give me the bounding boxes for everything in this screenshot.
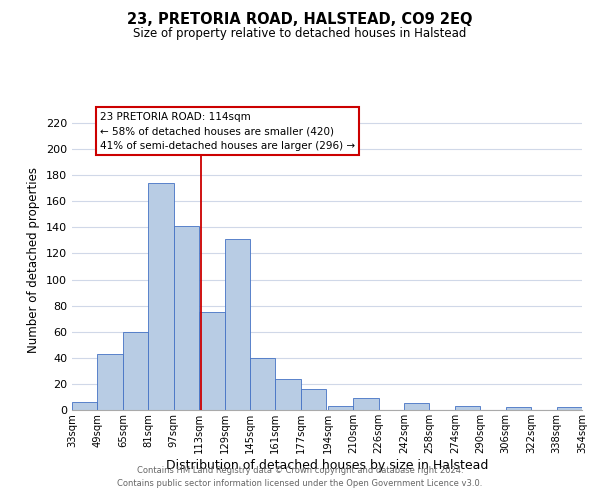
Bar xyxy=(328,406,353,410)
Text: Size of property relative to detached houses in Halstead: Size of property relative to detached ho… xyxy=(133,28,467,40)
Bar xyxy=(97,354,123,410)
Text: 23, PRETORIA ROAD, HALSTEAD, CO9 2EQ: 23, PRETORIA ROAD, HALSTEAD, CO9 2EQ xyxy=(127,12,473,28)
Text: Contains HM Land Registry data © Crown copyright and database right 2024.
Contai: Contains HM Land Registry data © Crown c… xyxy=(118,466,482,487)
Bar xyxy=(353,398,379,410)
Bar xyxy=(72,402,97,410)
Bar xyxy=(404,404,430,410)
Bar xyxy=(148,183,173,410)
X-axis label: Distribution of detached houses by size in Halstead: Distribution of detached houses by size … xyxy=(166,458,488,471)
Bar xyxy=(123,332,148,410)
Bar xyxy=(224,239,250,410)
Bar xyxy=(250,358,275,410)
Bar xyxy=(455,406,481,410)
Bar xyxy=(275,378,301,410)
Y-axis label: Number of detached properties: Number of detached properties xyxy=(28,167,40,353)
Bar xyxy=(173,226,199,410)
Bar xyxy=(506,408,531,410)
Text: 23 PRETORIA ROAD: 114sqm
← 58% of detached houses are smaller (420)
41% of semi-: 23 PRETORIA ROAD: 114sqm ← 58% of detach… xyxy=(100,112,355,151)
Bar xyxy=(557,408,582,410)
Bar xyxy=(301,389,326,410)
Bar xyxy=(199,312,224,410)
